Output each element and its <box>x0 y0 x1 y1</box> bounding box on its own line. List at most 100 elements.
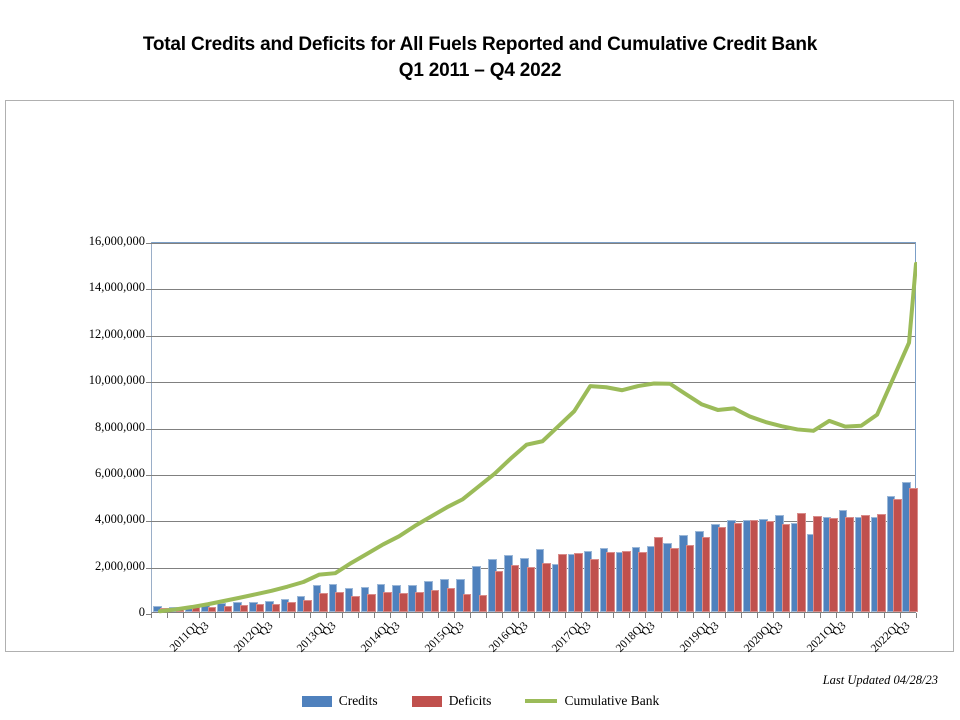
gridline <box>152 382 915 384</box>
x-axis-tick <box>358 613 360 618</box>
bar-deficits <box>351 595 360 612</box>
bar-deficits <box>542 562 551 612</box>
bar-credits <box>472 565 481 612</box>
legend-item[interactable]: Deficits <box>411 693 492 709</box>
x-axis-tick <box>629 613 631 618</box>
x-axis-tick <box>342 613 344 618</box>
bar-deficits <box>367 594 376 612</box>
legend-item[interactable]: Credits <box>301 693 378 709</box>
bar-deficits <box>765 520 775 612</box>
x-axis-tick <box>198 613 200 618</box>
x-axis-tick <box>485 613 487 618</box>
bar-deficits <box>462 593 472 612</box>
bar-deficits <box>558 553 567 612</box>
x-axis-tick <box>533 613 535 618</box>
gridline <box>152 289 915 291</box>
y-axis-tick <box>146 474 152 476</box>
x-axis-tick <box>772 613 774 618</box>
plot-area <box>146 242 918 615</box>
x-axis-tick <box>804 613 806 618</box>
bar-deficits <box>383 592 392 612</box>
bar-deficits <box>717 526 727 612</box>
x-axis-tick <box>469 613 471 618</box>
bar-deficits <box>526 567 536 612</box>
chart-legend: Credits Deficits Cumulative Bank <box>6 693 955 709</box>
x-axis-tick <box>708 613 710 618</box>
bar-deficits <box>845 517 854 612</box>
y-axis-tick-label: 14,000,000 <box>88 280 145 295</box>
x-axis-tick <box>421 613 423 618</box>
x-axis-tick <box>294 613 296 618</box>
x-axis-tick <box>517 613 519 618</box>
x-axis-tick <box>453 613 455 618</box>
legend-label: Cumulative Bank <box>564 693 660 708</box>
y-axis-tick-label: 4,000,000 <box>95 512 145 527</box>
x-axis-tick <box>868 613 870 618</box>
x-axis-tick <box>182 613 184 618</box>
y-axis-tick <box>146 521 152 523</box>
y-axis-tick <box>146 567 152 569</box>
x-axis-tick <box>852 613 854 618</box>
x-axis-tick <box>374 613 376 618</box>
x-axis-tick <box>214 613 216 618</box>
gridline <box>152 521 915 523</box>
x-axis-tick <box>645 613 647 618</box>
bar-deficits <box>893 498 902 612</box>
x-axis-tick <box>151 613 152 618</box>
y-axis-tick-label: 8,000,000 <box>95 419 145 434</box>
bar-deficits <box>239 604 249 612</box>
bar-deficits <box>430 590 440 612</box>
x-axis-tick <box>884 613 886 618</box>
bar-deficits <box>399 592 408 612</box>
page-title: Total Credits and Deficits for All Fuels… <box>0 32 960 84</box>
bar-deficits <box>829 518 838 612</box>
x-axis-tick <box>724 613 726 618</box>
y-axis-tick <box>146 614 152 615</box>
bar-deficits <box>494 570 504 612</box>
x-axis-tick <box>613 613 615 618</box>
y-axis-tick-label: 10,000,000 <box>88 373 145 388</box>
gridline <box>152 243 915 244</box>
bar-deficits <box>813 515 822 612</box>
y-axis-tick <box>146 243 152 244</box>
y-axis-tick-label: 12,000,000 <box>88 326 145 341</box>
y-axis-tick <box>146 382 152 384</box>
bar-deficits <box>701 536 711 612</box>
bar-deficits <box>319 593 328 612</box>
x-axis-tick <box>900 613 902 618</box>
x-axis-tick <box>597 613 599 618</box>
y-axis-tick-label: 0 <box>138 605 145 619</box>
y-axis-tick <box>146 289 152 291</box>
bar-deficits <box>271 603 281 612</box>
bar-deficits <box>797 512 806 612</box>
x-axis-labels: 2011Q1 Q3 2012Q1 Q3 2013Q1 Q3 2014Q1 Q3 2015Q1 Q3… <box>6 616 955 686</box>
legend-label: Deficits <box>448 693 492 708</box>
legend-label: Credits <box>338 693 378 708</box>
bar-deficits <box>255 604 265 612</box>
bar-deficits <box>510 564 520 612</box>
x-axis-tick <box>326 613 328 618</box>
bar-deficits <box>909 488 918 612</box>
x-axis-tick <box>501 613 503 618</box>
bar-deficits <box>335 591 344 612</box>
legend-color-swatch <box>301 695 332 707</box>
x-axis-tick <box>692 613 694 618</box>
legend-color-swatch <box>411 695 442 707</box>
x-axis-tick <box>565 613 567 618</box>
y-axis-tick-label: 6,000,000 <box>95 465 145 480</box>
bar-deficits <box>414 592 424 612</box>
x-axis-tick <box>581 613 583 618</box>
y-axis-tick <box>146 335 152 337</box>
bar-deficits <box>622 550 631 612</box>
chart-container: Metric Tons (MT) 02,000,0004,000,0006,00… <box>5 100 954 708</box>
x-axis-tick <box>310 613 312 618</box>
x-axis-tick <box>246 613 248 618</box>
bar-deficits <box>638 552 647 612</box>
cumulative-bank-line <box>157 261 917 614</box>
bar-deficits <box>446 588 456 612</box>
legend-item[interactable]: Cumulative Bank <box>525 693 659 709</box>
x-axis-tick <box>406 613 407 618</box>
x-axis-tick <box>740 613 742 618</box>
legend-line-swatch <box>525 699 558 703</box>
x-axis-tick <box>836 613 838 618</box>
